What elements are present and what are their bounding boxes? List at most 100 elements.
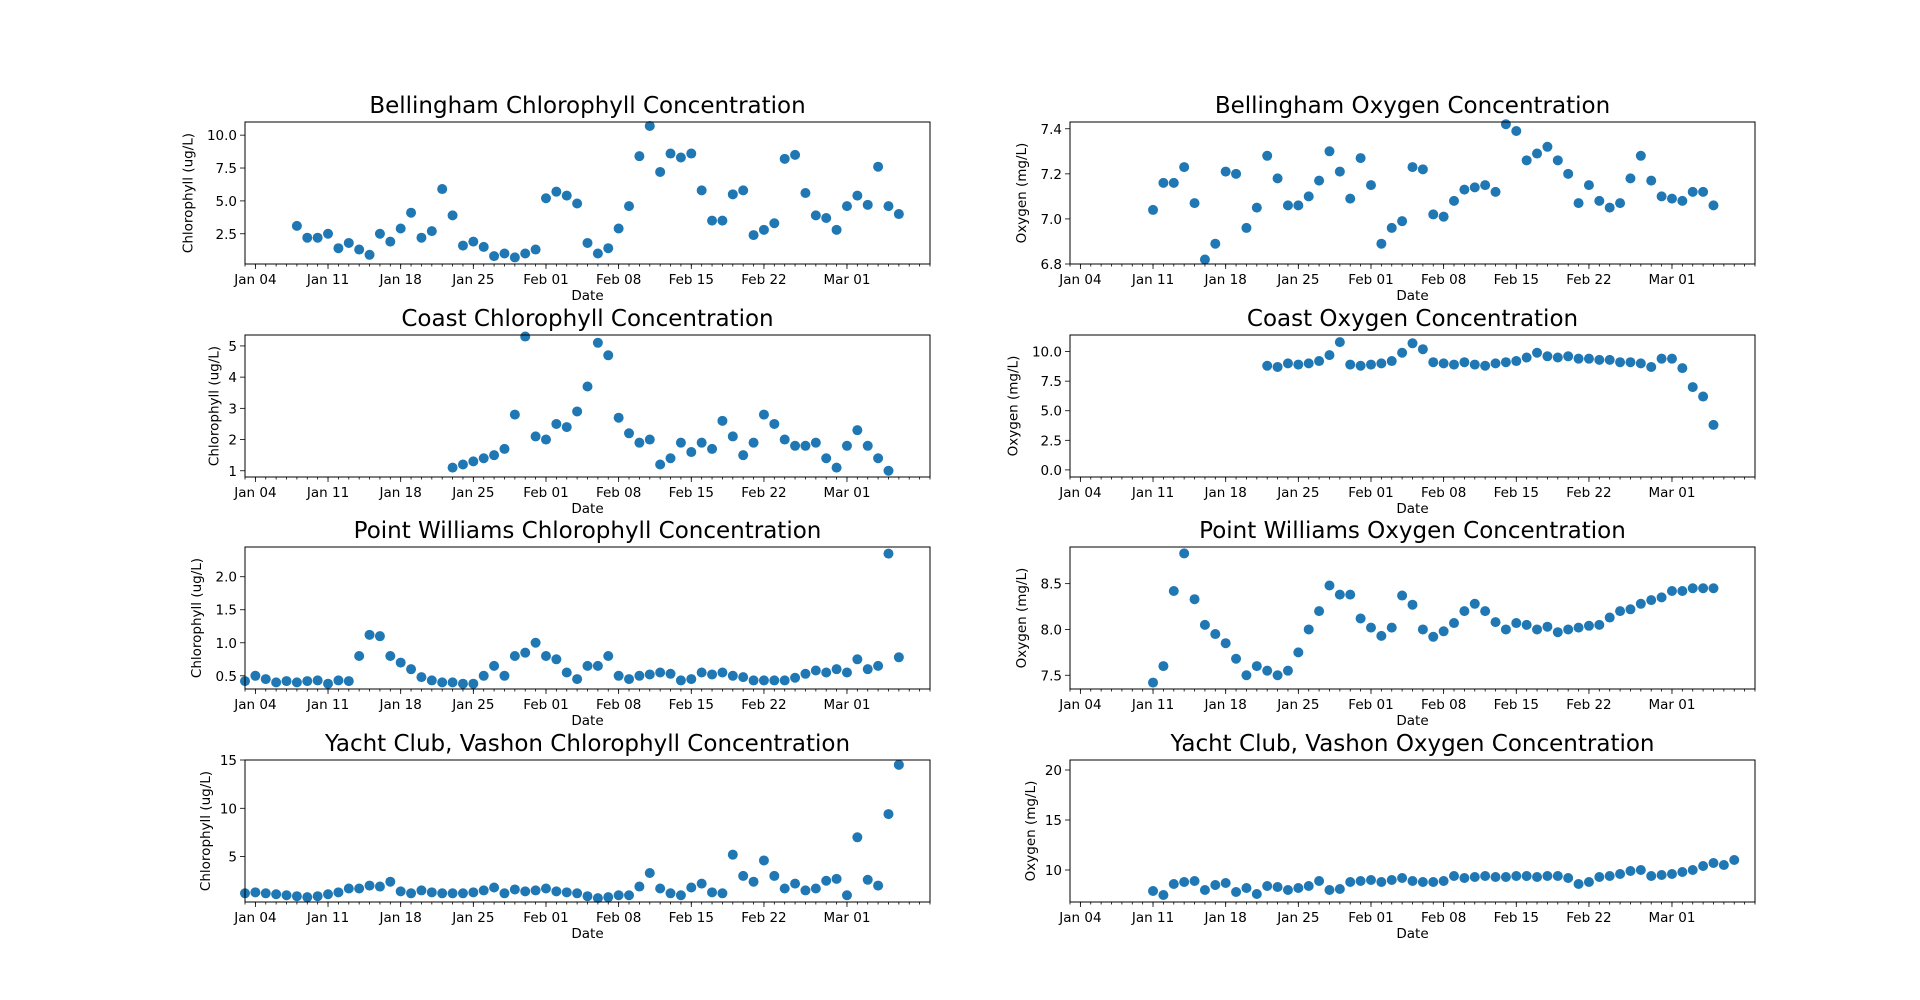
y-tick-label: 7.5 xyxy=(1041,668,1062,684)
data-point xyxy=(343,237,354,248)
data-point xyxy=(613,223,624,234)
data-point xyxy=(893,652,904,663)
data-point xyxy=(354,244,365,255)
x-tick-label: Feb 22 xyxy=(741,272,786,288)
data-point xyxy=(395,886,406,897)
data-point xyxy=(893,209,904,220)
data-point xyxy=(302,232,313,243)
data-point xyxy=(509,884,520,895)
data-point xyxy=(509,650,520,661)
data-point xyxy=(862,440,873,451)
data-point xyxy=(592,660,603,671)
data-point xyxy=(489,882,500,893)
data-point xyxy=(686,148,697,159)
data-point xyxy=(291,891,302,902)
data-point xyxy=(624,890,635,901)
data-point xyxy=(1324,885,1335,895)
data-point xyxy=(1573,879,1584,889)
data-point xyxy=(551,186,562,197)
plot-frame xyxy=(244,334,931,478)
data-point xyxy=(1635,598,1646,609)
data-point xyxy=(675,152,686,163)
plot-frame xyxy=(1069,759,1756,903)
data-point xyxy=(1282,885,1293,895)
data-point xyxy=(1272,882,1283,892)
data-point xyxy=(1625,866,1636,876)
data-point xyxy=(1365,875,1376,885)
chart-title: Point Williams Chlorophyll Concentration xyxy=(354,518,822,544)
y-tick-label: 6.8 xyxy=(1041,257,1062,273)
x-tick-label: Feb 08 xyxy=(596,910,641,926)
data-point xyxy=(540,434,551,445)
data-point xyxy=(1583,620,1594,631)
data-point xyxy=(1241,222,1252,233)
data-point xyxy=(572,198,583,209)
x-tick-label: Feb 22 xyxy=(1566,272,1611,288)
data-point xyxy=(1220,638,1231,649)
data-point xyxy=(1179,162,1190,173)
data-point xyxy=(665,148,676,159)
data-point xyxy=(1148,886,1159,896)
data-point xyxy=(291,677,302,688)
x-axis-label: Date xyxy=(571,288,603,304)
data-point xyxy=(1438,626,1449,637)
data-point xyxy=(655,166,666,177)
x-tick-label: Feb 22 xyxy=(741,697,786,713)
data-point xyxy=(1687,382,1698,393)
data-point xyxy=(312,232,323,243)
data-point xyxy=(457,678,468,689)
data-point xyxy=(457,888,468,899)
data-point xyxy=(758,855,769,866)
data-point xyxy=(1542,871,1553,881)
data-point xyxy=(644,120,655,131)
data-point xyxy=(821,875,832,886)
data-point xyxy=(1459,606,1470,617)
data-point xyxy=(634,151,645,162)
data-point xyxy=(572,888,583,899)
data-point xyxy=(1272,670,1283,681)
data-point xyxy=(499,670,510,681)
data-point xyxy=(696,878,707,889)
data-point xyxy=(1708,200,1719,211)
y-tick-label: 5.0 xyxy=(216,194,237,210)
data-point xyxy=(323,228,334,239)
data-point xyxy=(1158,661,1169,672)
data-point xyxy=(613,890,624,901)
data-point xyxy=(1708,419,1719,430)
data-point xyxy=(437,184,448,195)
data-point xyxy=(468,887,479,898)
data-point xyxy=(831,664,842,675)
data-point xyxy=(343,883,354,894)
x-tick-label: Jan 25 xyxy=(451,910,494,926)
data-point xyxy=(613,412,624,423)
data-point xyxy=(509,409,520,420)
x-tick-label: Mar 01 xyxy=(823,485,870,501)
data-point xyxy=(1646,175,1657,186)
data-point xyxy=(852,425,863,436)
y-tick-label: 0.0 xyxy=(1041,463,1062,479)
data-point xyxy=(1563,351,1574,362)
data-point xyxy=(613,670,624,681)
data-point xyxy=(769,418,780,429)
data-point xyxy=(1459,184,1470,195)
data-point xyxy=(1365,359,1376,370)
data-point xyxy=(1241,670,1252,681)
data-point xyxy=(1521,871,1532,881)
data-point xyxy=(1272,361,1283,372)
y-tick-label: 1 xyxy=(228,464,237,480)
y-tick-label: 0.5 xyxy=(216,669,237,685)
data-point xyxy=(1635,150,1646,161)
data-point xyxy=(1241,883,1252,893)
x-tick-label: Jan 04 xyxy=(1058,485,1101,501)
chart-panel-8: Yacht Club, Vashon Oxygen Concentration J… xyxy=(1023,731,1756,942)
chart-title: Point Williams Oxygen Concentration xyxy=(1199,518,1626,544)
data-point xyxy=(1345,193,1356,204)
x-axis-label: Date xyxy=(571,713,603,729)
x-tick-label: Mar 01 xyxy=(1648,910,1695,926)
y-tick-label: 5 xyxy=(228,850,237,866)
data-point xyxy=(1521,619,1532,630)
data-point xyxy=(603,350,614,361)
x-tick-label: Feb 08 xyxy=(596,697,641,713)
data-point xyxy=(1210,629,1221,640)
data-point xyxy=(1168,879,1179,889)
